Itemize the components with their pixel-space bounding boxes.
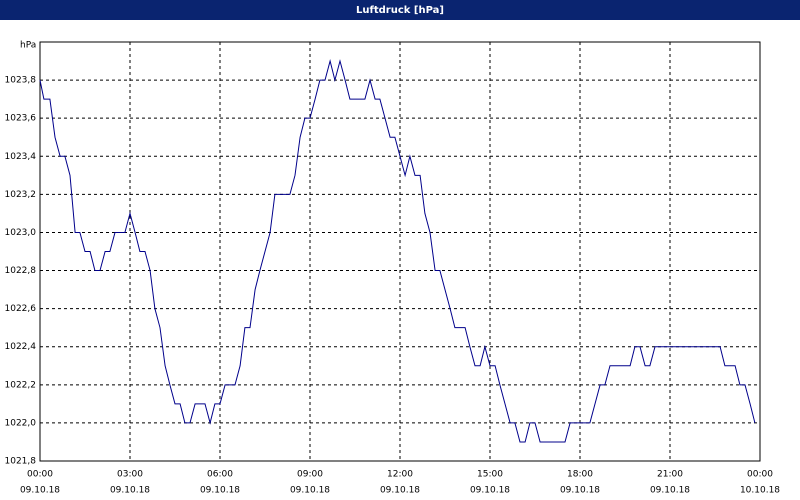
y-tick-label: 1023,4 [5, 152, 37, 162]
y-tick-label: 1022,2 [5, 380, 37, 390]
x-tick-label: 00:00 [27, 470, 53, 480]
x-tick-date: 09.10.18 [20, 486, 60, 496]
y-tick-label: 1023,0 [5, 228, 37, 238]
x-tick-date: 09.10.18 [560, 486, 600, 496]
x-tick-date: 09.10.18 [200, 486, 240, 496]
title-bar [0, 0, 800, 20]
x-tick-label: 00:00 [747, 470, 773, 480]
x-tick-label: 06:00 [207, 470, 233, 480]
x-tick-label: 15:00 [477, 470, 503, 480]
x-tick-label: 21:00 [657, 470, 683, 480]
line [39, 59, 756, 443]
y-tick-label: 1021,8 [5, 457, 37, 467]
y-tick-label: 1023,6 [5, 114, 37, 124]
x-tick-label: 03:00 [117, 470, 143, 480]
y-tick-label: 1023,2 [5, 190, 37, 200]
y-tick-label: 1023,8 [5, 76, 37, 86]
y-unit: hPa [20, 41, 36, 51]
x-tick-label: 09:00 [297, 470, 323, 480]
y-tick-label: 1022,4 [5, 342, 37, 352]
chart-title: Luftdruck [hPa] [356, 5, 444, 16]
x-tick-date: 09.10.18 [470, 486, 510, 496]
x-tick-date: 09.10.18 [110, 486, 150, 496]
x-tick-date: 09.10.18 [290, 486, 330, 496]
x-tick-label: 12:00 [387, 470, 413, 480]
x-tick-date: 09.10.18 [650, 486, 690, 496]
x-tick-label: 18:00 [567, 470, 593, 480]
y-tick-label: 1022,6 [5, 304, 37, 314]
y-tick-label: 1022,8 [5, 266, 37, 276]
x-tick-date: 10.10.18 [740, 486, 780, 496]
y-tick-label: 1022,0 [5, 418, 37, 428]
x-tick-date: 09.10.18 [380, 486, 420, 496]
